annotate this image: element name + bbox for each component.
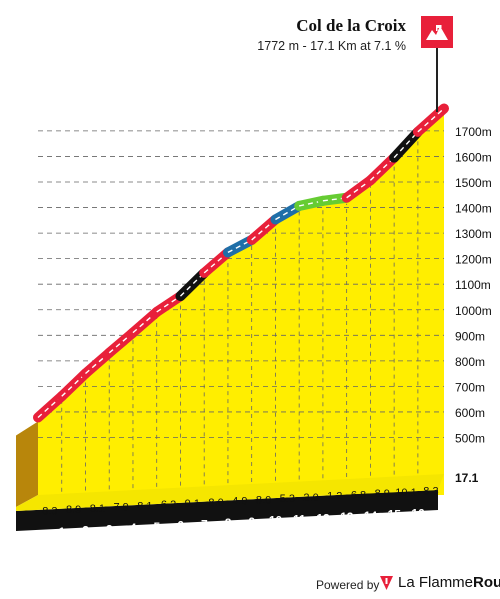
- brand-name: La FlammeRouge: [398, 574, 500, 591]
- road-centerline: [61, 373, 86, 397]
- flame-rouge-logo-icon: [380, 576, 393, 590]
- km-label: 3: [106, 522, 113, 536]
- road-centerline: [346, 179, 371, 199]
- gradient-label: 10.1: [395, 487, 416, 499]
- y-tick-label: 1700m: [455, 125, 492, 139]
- y-tick-label: 1600m: [455, 150, 492, 164]
- gradient-label: 5.3: [280, 493, 295, 505]
- gradient-label: 7.9: [113, 502, 128, 514]
- gradient-label: 8.1: [137, 500, 152, 512]
- road-centerline: [417, 107, 445, 133]
- km-label: 5: [153, 520, 160, 534]
- km-label: 11: [293, 512, 306, 526]
- km-label: 9: [248, 515, 255, 529]
- km-label: 7: [201, 517, 208, 531]
- road-layer: [33, 103, 449, 423]
- y-tick-label: 1400m: [455, 202, 492, 216]
- gradient-label: 8.0: [256, 494, 271, 506]
- road-segment: [33, 391, 67, 423]
- gradient-label: 8.9: [375, 488, 390, 500]
- gradient-label: 4.9: [232, 496, 247, 508]
- y-tick-label: 1100m: [455, 278, 491, 292]
- km-label: 12: [316, 511, 330, 525]
- gradient-label: 8.0: [208, 497, 223, 509]
- y-tick-label: 900m: [455, 329, 485, 343]
- distance-band: [16, 490, 438, 531]
- gradient-label: 9.1: [185, 498, 200, 510]
- km-label: 16: [411, 506, 425, 520]
- road-segment: [80, 347, 115, 379]
- climb-title: Col de la Croix: [296, 16, 406, 35]
- gradient-label: 8.1: [90, 503, 105, 515]
- km-label: 4: [130, 521, 137, 535]
- base-lip: [16, 474, 444, 511]
- km-label: 13: [340, 510, 354, 524]
- km-label: 2: [82, 524, 89, 538]
- gradient-label: 1.2: [327, 491, 342, 503]
- road-segment: [127, 306, 162, 338]
- y-tick-label: 1000m: [455, 304, 492, 318]
- brand-name-bold: Rouge: [473, 574, 500, 591]
- road-segment: [104, 327, 138, 358]
- summit-flag-icon: [421, 16, 453, 112]
- road-centerline: [393, 131, 419, 159]
- gradient-label: 2.0: [303, 492, 318, 504]
- powered-by-label: Powered by: [316, 578, 380, 592]
- y-tick-label: 600m: [455, 406, 485, 420]
- y-tick-label: 700m: [455, 380, 485, 394]
- y-tick-label: 1500m: [455, 176, 492, 190]
- labels-layer: 500m 600m 700m 800m 900m 1000m 1100m 1200m 1300m…: [42, 125, 491, 539]
- gradient-label: 6.2: [161, 499, 176, 511]
- profile-area: [38, 112, 444, 495]
- climb-subtitle: 1772 m - 17.1 Km at 7.1 %: [257, 39, 406, 53]
- road-segment: [246, 214, 281, 245]
- base-layer: [16, 474, 444, 531]
- y-tick-label: 1300m: [455, 227, 492, 241]
- km-label: 8: [225, 516, 232, 530]
- y-tick-label: 1200m: [455, 253, 492, 267]
- km-label: 14: [364, 509, 378, 523]
- total-distance-label: 17.1: [455, 471, 479, 485]
- km-label: 1: [59, 525, 66, 539]
- y-tick-label: 800m: [455, 355, 485, 369]
- profile-side-wall: [16, 421, 38, 507]
- brand-name-light: La Flamme: [398, 574, 474, 591]
- y-tick-label: 500m: [455, 432, 485, 446]
- km-label: 6: [177, 519, 184, 533]
- road-centerline: [179, 272, 205, 297]
- road-segment: [199, 247, 233, 278]
- km-label: 10: [269, 514, 283, 528]
- road-centerline: [156, 295, 181, 313]
- profile-fill-layer: [16, 112, 444, 507]
- gradient-label: 8.9: [66, 504, 81, 516]
- gradient-label: 6.8: [351, 489, 366, 501]
- gradient-label: 8.3: [423, 486, 438, 498]
- road-centerline: [369, 157, 395, 181]
- gradient-label: 8.3: [42, 505, 57, 517]
- km-label: 15: [388, 508, 402, 522]
